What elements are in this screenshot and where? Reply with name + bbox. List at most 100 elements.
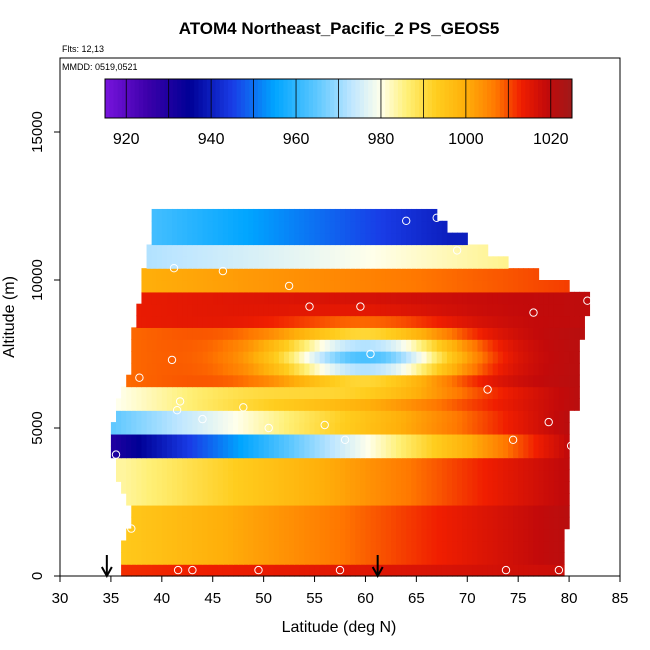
heatmap-cell bbox=[217, 244, 224, 257]
heatmap-cell bbox=[446, 433, 453, 447]
heatmap-cell bbox=[513, 291, 519, 305]
heatmap-cell bbox=[416, 268, 423, 281]
heatmap-cell bbox=[263, 351, 270, 364]
heatmap-cell bbox=[492, 315, 499, 328]
heatmap-cell bbox=[136, 504, 143, 518]
heatmap-cell bbox=[187, 374, 193, 388]
heatmap-cell bbox=[166, 291, 173, 305]
heatmap-cell bbox=[289, 351, 295, 364]
heatmap-cell bbox=[426, 268, 433, 281]
heatmap-cell bbox=[355, 445, 361, 459]
heatmap-cell bbox=[217, 516, 224, 530]
heatmap-cell bbox=[401, 552, 407, 565]
heatmap-cell bbox=[192, 386, 199, 399]
heatmap-cell bbox=[350, 256, 356, 269]
heatmap-cell bbox=[161, 481, 168, 494]
heatmap-cell bbox=[161, 351, 168, 364]
heatmap-cell bbox=[177, 280, 183, 293]
heatmap-cell bbox=[548, 564, 555, 577]
heatmap-cell bbox=[375, 351, 382, 364]
heatmap-cell bbox=[553, 374, 560, 388]
heatmap-cell bbox=[436, 457, 443, 471]
colorbar-swatch bbox=[219, 79, 225, 118]
heatmap-cell bbox=[212, 315, 219, 328]
heatmap-cell bbox=[126, 410, 132, 423]
heatmap-cell bbox=[502, 552, 509, 565]
heatmap-cell bbox=[329, 540, 336, 553]
heatmap-cell bbox=[513, 457, 519, 471]
heatmap-cell bbox=[253, 504, 260, 518]
heatmap-cell bbox=[284, 540, 290, 553]
heatmap-cell bbox=[304, 481, 311, 494]
heatmap-cell bbox=[375, 220, 382, 234]
colorbar-swatch bbox=[491, 79, 497, 118]
heatmap-cell bbox=[385, 339, 392, 352]
heatmap-cell bbox=[401, 362, 407, 376]
heatmap-cell bbox=[375, 268, 382, 281]
heatmap-cell bbox=[523, 528, 529, 542]
heatmap-cell bbox=[197, 516, 204, 530]
heatmap-cell bbox=[472, 552, 479, 565]
heatmap-cell bbox=[492, 504, 499, 518]
heatmap-cell bbox=[446, 280, 453, 293]
heatmap-cell bbox=[396, 315, 402, 328]
heatmap-cell bbox=[151, 351, 158, 364]
heatmap-cell bbox=[528, 374, 535, 388]
heatmap-cell bbox=[192, 315, 199, 328]
heatmap-cell bbox=[141, 457, 148, 471]
heatmap-cell bbox=[110, 433, 117, 447]
heatmap-cell bbox=[360, 504, 367, 518]
heatmap-cell bbox=[477, 433, 484, 447]
heatmap-cell bbox=[136, 303, 143, 317]
heatmap-cell bbox=[299, 445, 305, 459]
heatmap-cell bbox=[222, 433, 229, 447]
heatmap-cell bbox=[156, 552, 163, 565]
heatmap-cell bbox=[508, 362, 514, 376]
heatmap-cell bbox=[436, 564, 443, 577]
heatmap-cell bbox=[508, 469, 514, 482]
heatmap-cell bbox=[370, 374, 377, 388]
heatmap-cell bbox=[314, 362, 321, 376]
heatmap-cell bbox=[350, 327, 356, 340]
heatmap-cell bbox=[569, 327, 575, 340]
heatmap-cell bbox=[228, 398, 234, 411]
heatmap-cell bbox=[284, 280, 290, 293]
heatmap-cell bbox=[564, 315, 570, 328]
heatmap-cell bbox=[390, 220, 397, 234]
heatmap-cell bbox=[314, 327, 321, 340]
heatmap-cell bbox=[334, 445, 341, 459]
heatmap-cell bbox=[141, 291, 148, 305]
heatmap-cell bbox=[217, 232, 224, 246]
heatmap-cell bbox=[477, 398, 484, 411]
heatmap-cell bbox=[436, 398, 443, 411]
heatmap-cell bbox=[233, 256, 239, 269]
heatmap-cell bbox=[314, 528, 321, 542]
heatmap-cell bbox=[370, 504, 377, 518]
heatmap-cell bbox=[452, 315, 458, 328]
heatmap-cell bbox=[385, 244, 392, 257]
heatmap-cell bbox=[487, 504, 494, 518]
heatmap-cell bbox=[222, 552, 229, 565]
heatmap-cell bbox=[569, 362, 575, 376]
heatmap-cell bbox=[548, 280, 555, 293]
heatmap-cell bbox=[136, 528, 143, 542]
heatmap-cell bbox=[390, 280, 397, 293]
heatmap-cell bbox=[126, 528, 132, 542]
heatmap-cell bbox=[187, 256, 193, 269]
heatmap-cell bbox=[436, 351, 443, 364]
heatmap-cell bbox=[416, 457, 423, 471]
heatmap-cell bbox=[207, 291, 214, 305]
heatmap-cell bbox=[360, 280, 367, 293]
heatmap-cell bbox=[253, 433, 260, 447]
heatmap-cell bbox=[350, 540, 356, 553]
heatmap-cell bbox=[253, 422, 260, 435]
heatmap-cell bbox=[258, 398, 265, 411]
heatmap-cell bbox=[457, 315, 463, 328]
heatmap-cell bbox=[299, 374, 305, 388]
heatmap-cell bbox=[126, 386, 132, 399]
heatmap-cell bbox=[289, 516, 295, 530]
heatmap-cell bbox=[421, 493, 428, 506]
heatmap-cell bbox=[284, 291, 290, 305]
heatmap-cell bbox=[385, 445, 392, 459]
